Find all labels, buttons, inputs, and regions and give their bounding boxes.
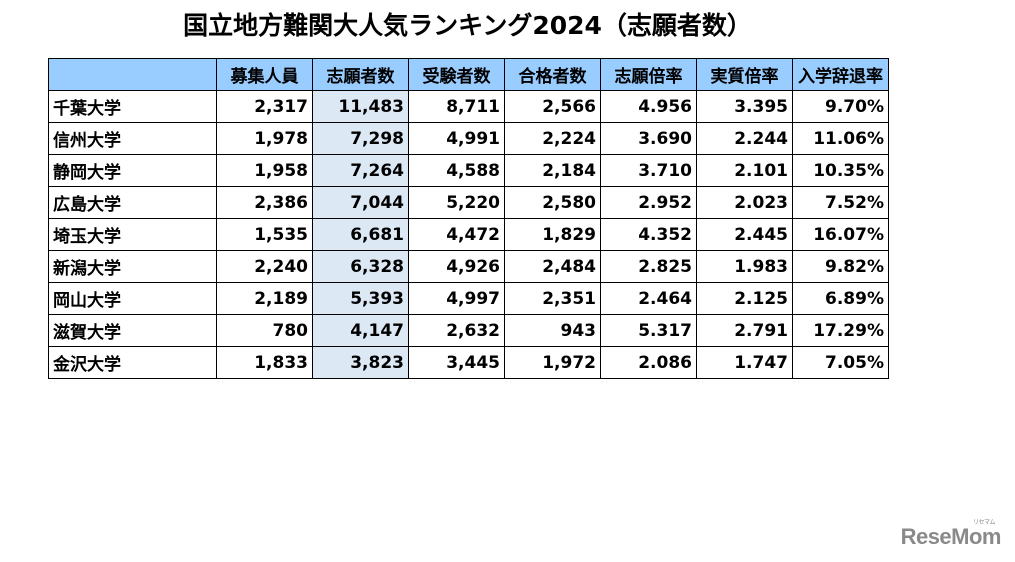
value-cell: 2,189 (216, 282, 313, 315)
value-cell: 6,328 (312, 250, 409, 283)
header-cell-capacity: 募集人員 (216, 58, 313, 91)
value-cell: 1,833 (216, 346, 313, 379)
university-name-cell: 埼玉大学 (48, 218, 217, 251)
header-cell-actual-ratio: 実質倍率 (696, 58, 793, 91)
value-cell: 2.952 (600, 186, 697, 219)
value-cell: 7,044 (312, 186, 409, 219)
value-cell: 7,298 (312, 122, 409, 155)
table-row: 信州大学 1,978 7,298 4,991 2,224 3.690 2.244 11.06% (48, 122, 889, 155)
university-name-cell: 滋賀大学 (48, 314, 217, 347)
header-cell-examinees: 受験者数 (408, 58, 505, 91)
value-cell: 3.395 (696, 90, 793, 123)
value-cell: 3,823 (312, 346, 409, 379)
university-name-cell: 金沢大学 (48, 346, 217, 379)
value-cell: 7.52% (792, 186, 889, 219)
value-cell: 2.825 (600, 250, 697, 283)
value-cell: 2,317 (216, 90, 313, 123)
university-name-cell: 静岡大学 (48, 154, 217, 187)
value-cell: 4,472 (408, 218, 505, 251)
header-cell-passers: 合格者数 (504, 58, 601, 91)
value-cell: 2.023 (696, 186, 793, 219)
value-cell: 4,997 (408, 282, 505, 315)
value-cell: 1.747 (696, 346, 793, 379)
value-cell: 1,972 (504, 346, 601, 379)
table-row: 埼玉大学 1,535 6,681 4,472 1,829 4.352 2.445 16.07% (48, 218, 889, 251)
value-cell: 6,681 (312, 218, 409, 251)
university-name-cell: 岡山大学 (48, 282, 217, 315)
value-cell: 4.352 (600, 218, 697, 251)
value-cell: 8,711 (408, 90, 505, 123)
value-cell: 5,220 (408, 186, 505, 219)
value-cell: 2,566 (504, 90, 601, 123)
value-cell: 943 (504, 314, 601, 347)
value-cell: 17.29% (792, 314, 889, 347)
value-cell: 11,483 (312, 90, 409, 123)
value-cell: 3.710 (600, 154, 697, 187)
value-cell: 2.445 (696, 218, 793, 251)
value-cell: 9.82% (792, 250, 889, 283)
value-cell: 7.05% (792, 346, 889, 379)
value-cell: 9.70% (792, 90, 889, 123)
value-cell: 4,588 (408, 154, 505, 187)
value-cell: 2,351 (504, 282, 601, 315)
ranking-table: 募集人員 志願者数 受験者数 合格者数 志願倍率 実質倍率 入学辞退率 千葉大学… (48, 58, 889, 379)
value-cell: 10.35% (792, 154, 889, 187)
value-cell: 4,991 (408, 122, 505, 155)
value-cell: 2.791 (696, 314, 793, 347)
value-cell: 1,978 (216, 122, 313, 155)
value-cell: 1.983 (696, 250, 793, 283)
value-cell: 2,484 (504, 250, 601, 283)
value-cell: 1,535 (216, 218, 313, 251)
value-cell: 2,632 (408, 314, 505, 347)
value-cell: 2.464 (600, 282, 697, 315)
value-cell: 2.244 (696, 122, 793, 155)
table-row: 千葉大学 2,317 11,483 8,711 2,566 4.956 3.395 9.70% (48, 90, 889, 123)
university-name-cell: 広島大学 (48, 186, 217, 219)
value-cell: 2.125 (696, 282, 793, 315)
value-cell: 4.956 (600, 90, 697, 123)
value-cell: 2,184 (504, 154, 601, 187)
value-cell: 5,393 (312, 282, 409, 315)
value-cell: 5.317 (600, 314, 697, 347)
resemom-logo: リセマム ReseMom (900, 520, 1002, 550)
table-row: 静岡大学 1,958 7,264 4,588 2,184 3.710 2.101 10.35% (48, 154, 889, 187)
logo-ruby: リセマム (972, 520, 996, 526)
value-cell: 2,224 (504, 122, 601, 155)
header-row: 募集人員 志願者数 受験者数 合格者数 志願倍率 実質倍率 入学辞退率 (48, 58, 889, 91)
university-name-cell: 千葉大学 (48, 90, 217, 123)
logo-text: ReseMom (900, 524, 1002, 549)
header-cell-university (48, 58, 217, 91)
value-cell: 3.690 (600, 122, 697, 155)
university-name-cell: 信州大学 (48, 122, 217, 155)
header-cell-applicants: 志願者数 (312, 58, 409, 91)
value-cell: 11.06% (792, 122, 889, 155)
value-cell: 4,147 (312, 314, 409, 347)
value-cell: 780 (216, 314, 313, 347)
table-row: 滋賀大学 780 4,147 2,632 943 5.317 2.791 17.29% (48, 314, 889, 347)
university-name-cell: 新潟大学 (48, 250, 217, 283)
header-cell-application-ratio: 志願倍率 (600, 58, 697, 91)
page-title: 国立地方難関大人気ランキング2024（志願者数） (183, 11, 752, 40)
table-row: 新潟大学 2,240 6,328 4,926 2,484 2.825 1.983 9.82% (48, 250, 889, 283)
value-cell: 7,264 (312, 154, 409, 187)
table-row: 岡山大学 2,189 5,393 4,997 2,351 2.464 2.125 6.89% (48, 282, 889, 315)
value-cell: 2.086 (600, 346, 697, 379)
value-cell: 4,926 (408, 250, 505, 283)
value-cell: 2,386 (216, 186, 313, 219)
value-cell: 16.07% (792, 218, 889, 251)
value-cell: 2.101 (696, 154, 793, 187)
value-cell: 2,580 (504, 186, 601, 219)
value-cell: 2,240 (216, 250, 313, 283)
value-cell: 3,445 (408, 346, 505, 379)
value-cell: 1,829 (504, 218, 601, 251)
table-row: 広島大学 2,386 7,044 5,220 2,580 2.952 2.023 7.52% (48, 186, 889, 219)
header-cell-decline-rate: 入学辞退率 (792, 58, 889, 91)
table-row: 金沢大学 1,833 3,823 3,445 1,972 2.086 1.747 7.05% (48, 346, 889, 379)
value-cell: 1,958 (216, 154, 313, 187)
value-cell: 6.89% (792, 282, 889, 315)
